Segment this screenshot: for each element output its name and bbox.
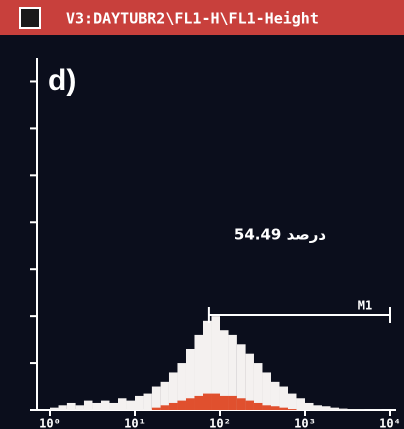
- histogram-bar: [288, 394, 296, 410]
- histogram-bar: [84, 401, 93, 410]
- histogram-bar: [126, 401, 135, 410]
- histogram-bar: [152, 387, 161, 410]
- x-tick-label: 10²: [209, 417, 231, 429]
- x-tick-label: 10⁰: [39, 417, 61, 429]
- histogram-bar: [152, 408, 161, 410]
- histogram-bar: [288, 409, 296, 410]
- x-tick-label: 10¹: [124, 417, 146, 429]
- histogram-bar: [322, 406, 330, 410]
- histogram-bar: [330, 408, 339, 410]
- histogram-bar: [135, 396, 144, 410]
- histogram-bar: [220, 396, 229, 410]
- histogram-bar: [186, 398, 194, 410]
- panel-label: d): [48, 64, 76, 97]
- histogram-bar: [203, 394, 211, 410]
- histogram-bar: [356, 409, 365, 410]
- histogram-bar: [118, 398, 126, 410]
- x-tick-label: 10³: [294, 417, 316, 429]
- histogram-bar: [296, 398, 305, 410]
- histogram-bar: [339, 409, 347, 410]
- marker-label: M1: [358, 299, 372, 313]
- histogram-bar: [279, 408, 288, 410]
- histogram-bar: [50, 408, 59, 410]
- histogram-bar: [109, 403, 118, 410]
- histogram-bar: [169, 403, 178, 410]
- histogram-bar: [59, 405, 67, 410]
- histogram-bar: [194, 396, 203, 410]
- histogram-bar: [211, 394, 220, 410]
- window-icon: [20, 8, 40, 28]
- histogram-bar: [229, 396, 237, 410]
- histogram-bar: [262, 405, 271, 410]
- histogram-bar: [101, 401, 109, 410]
- histogram-bar: [279, 387, 288, 410]
- histogram-bar: [161, 405, 169, 410]
- histogram-bar: [314, 405, 323, 410]
- histogram-bar: [92, 403, 101, 410]
- histogram-bar: [67, 403, 76, 410]
- histogram-bar: [177, 401, 186, 410]
- histogram-bar: [76, 405, 84, 410]
- screen: V3:DAYTUBR2\FL1-H\FL1-Height d) درصد 54.…: [0, 0, 404, 429]
- chart-title: V3:DAYTUBR2\FL1-H\FL1-Height: [66, 10, 319, 28]
- histogram-bar: [271, 406, 279, 410]
- histogram-bar: [237, 398, 246, 410]
- histogram-bar: [254, 403, 263, 410]
- histogram-bar: [246, 401, 254, 410]
- histogram-bar: [305, 403, 314, 410]
- histogram-bar: [262, 372, 271, 410]
- histogram-bar: [271, 382, 279, 410]
- histogram-bar: [347, 409, 356, 410]
- x-tick-label: 10⁴: [379, 417, 401, 429]
- histogram-bar: [144, 394, 152, 410]
- annotation: درصد 54.49: [234, 226, 326, 244]
